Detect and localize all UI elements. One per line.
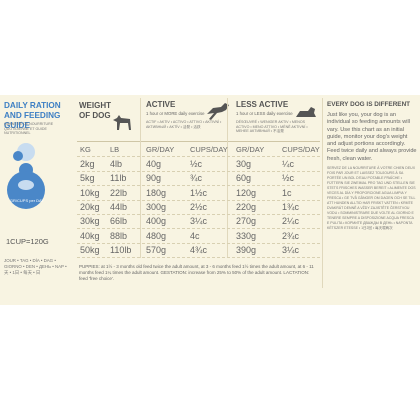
table-cell: 3¼c [190, 216, 208, 227]
row-rule [77, 156, 320, 157]
divider [227, 98, 228, 258]
right-title: EVERY DOG IS DIFFERENT [327, 101, 411, 108]
column-header: GR/DAY [146, 145, 175, 154]
table-cell: 50kg [80, 244, 100, 255]
table-cell: 2kg [80, 159, 95, 169]
table-cell: 11lb [110, 173, 127, 184]
column-header: GR/DAY [236, 145, 265, 154]
divider [322, 98, 323, 288]
table-cell: 2¼c [282, 216, 300, 227]
table-cell: 1¾c [282, 201, 300, 212]
column-header: CUPS/DAY [282, 145, 320, 154]
table-cell: 1c [282, 187, 292, 198]
table-cell: 40kg [80, 230, 100, 241]
table-cell: 30kg [80, 216, 100, 227]
table-cell: 44lb [110, 201, 128, 212]
table-cell: ¼c [282, 159, 295, 169]
divider [77, 141, 320, 142]
guide-title: DAILY RATION AND FEEDING GUIDE [4, 101, 61, 130]
table-cell: 3¼c [282, 244, 300, 255]
table-cell: 120g [236, 187, 257, 198]
table-cell: 110lb [110, 244, 132, 255]
table-cell: 300g [146, 201, 167, 212]
row-rule [77, 171, 320, 172]
table-cell: 2½c [190, 201, 208, 212]
icon-label: GR/CUPS per DAY [9, 198, 45, 203]
table-cell: ¾c [190, 173, 203, 184]
table-cell: 10kg [80, 187, 100, 198]
weight-header: WEIGHT OF DOG [79, 101, 111, 120]
row-rule [77, 199, 320, 201]
translations: SERVEZ DE LA NOURRITURE À VOTRE CHIEN DE… [327, 166, 416, 230]
column-header: CUPS/DAY [190, 145, 228, 154]
table-cell: 66lb [110, 216, 128, 227]
row-rule [77, 228, 320, 230]
group-languages: ACTIF • AKTIV • ACTIVO • ATTIVO • AKTIVN… [146, 120, 222, 129]
divider [140, 98, 141, 258]
bowl-icon [7, 143, 45, 209]
row-rule [77, 213, 320, 215]
group-subtitle: 1 hour or LESS daily exercise [236, 111, 293, 116]
table-cell: 4¾c [190, 244, 208, 255]
table-cell: 390g [236, 244, 257, 255]
table-cell: 90g [146, 173, 162, 184]
language-list: JOUR • TAG • DÍA • DAG • GIORNO • DEN • … [4, 258, 67, 275]
table-cell: 5kg [80, 173, 95, 184]
table-cell: 40g [146, 159, 162, 169]
table-cell: ½c [282, 173, 295, 184]
table-cell: 22lb [110, 187, 128, 198]
table-cell: ½c [190, 159, 203, 169]
table-cell: 30g [236, 159, 252, 169]
table-cell: 2¾c [282, 230, 300, 241]
group-title: LESS ACTIVE [236, 100, 289, 109]
table-cell: 60g [236, 173, 252, 184]
row-rule [77, 242, 320, 244]
running-dog-icon [207, 103, 229, 120]
resting-dog-icon [296, 107, 316, 117]
group-languages: DÉSŒUVRÉ • WENIGER AKTIV • MENOS ACTIVO … [236, 120, 308, 134]
row-rule [77, 256, 320, 258]
table-cell: 1½c [190, 187, 208, 198]
table-cell: 20kg [80, 201, 100, 212]
table-cell: 400g [146, 216, 167, 227]
cup-note: 1CUP=120G [6, 237, 49, 246]
column-header: LB [110, 145, 120, 154]
table-cell: 4lb [110, 159, 123, 169]
group-title: ACTIVE [146, 100, 176, 109]
table-cell: 570g [146, 244, 167, 255]
table-cell: 4c [190, 230, 200, 241]
footnote: PUPPIES: at 1½ - 3 months old feed twice… [79, 264, 314, 281]
column-header: KG [80, 145, 91, 154]
table-cell: 88lb [110, 230, 128, 241]
table-cell: 270g [236, 216, 257, 227]
table-cell: 330g [236, 230, 257, 241]
row-rule [77, 185, 320, 187]
right-text: Just like you, your dog is an individual… [327, 112, 417, 162]
table-cell: 180g [146, 187, 167, 198]
table-cell: 480g [146, 230, 167, 241]
dog-icon [113, 115, 131, 130]
guide-subtitle: QUANTITÉ DE NOURRITURE QUOTIDIENNE ET GU… [4, 122, 54, 136]
table-cell: 220g [236, 201, 257, 212]
group-subtitle: 1 hour or MORE daily exercise [146, 111, 205, 116]
